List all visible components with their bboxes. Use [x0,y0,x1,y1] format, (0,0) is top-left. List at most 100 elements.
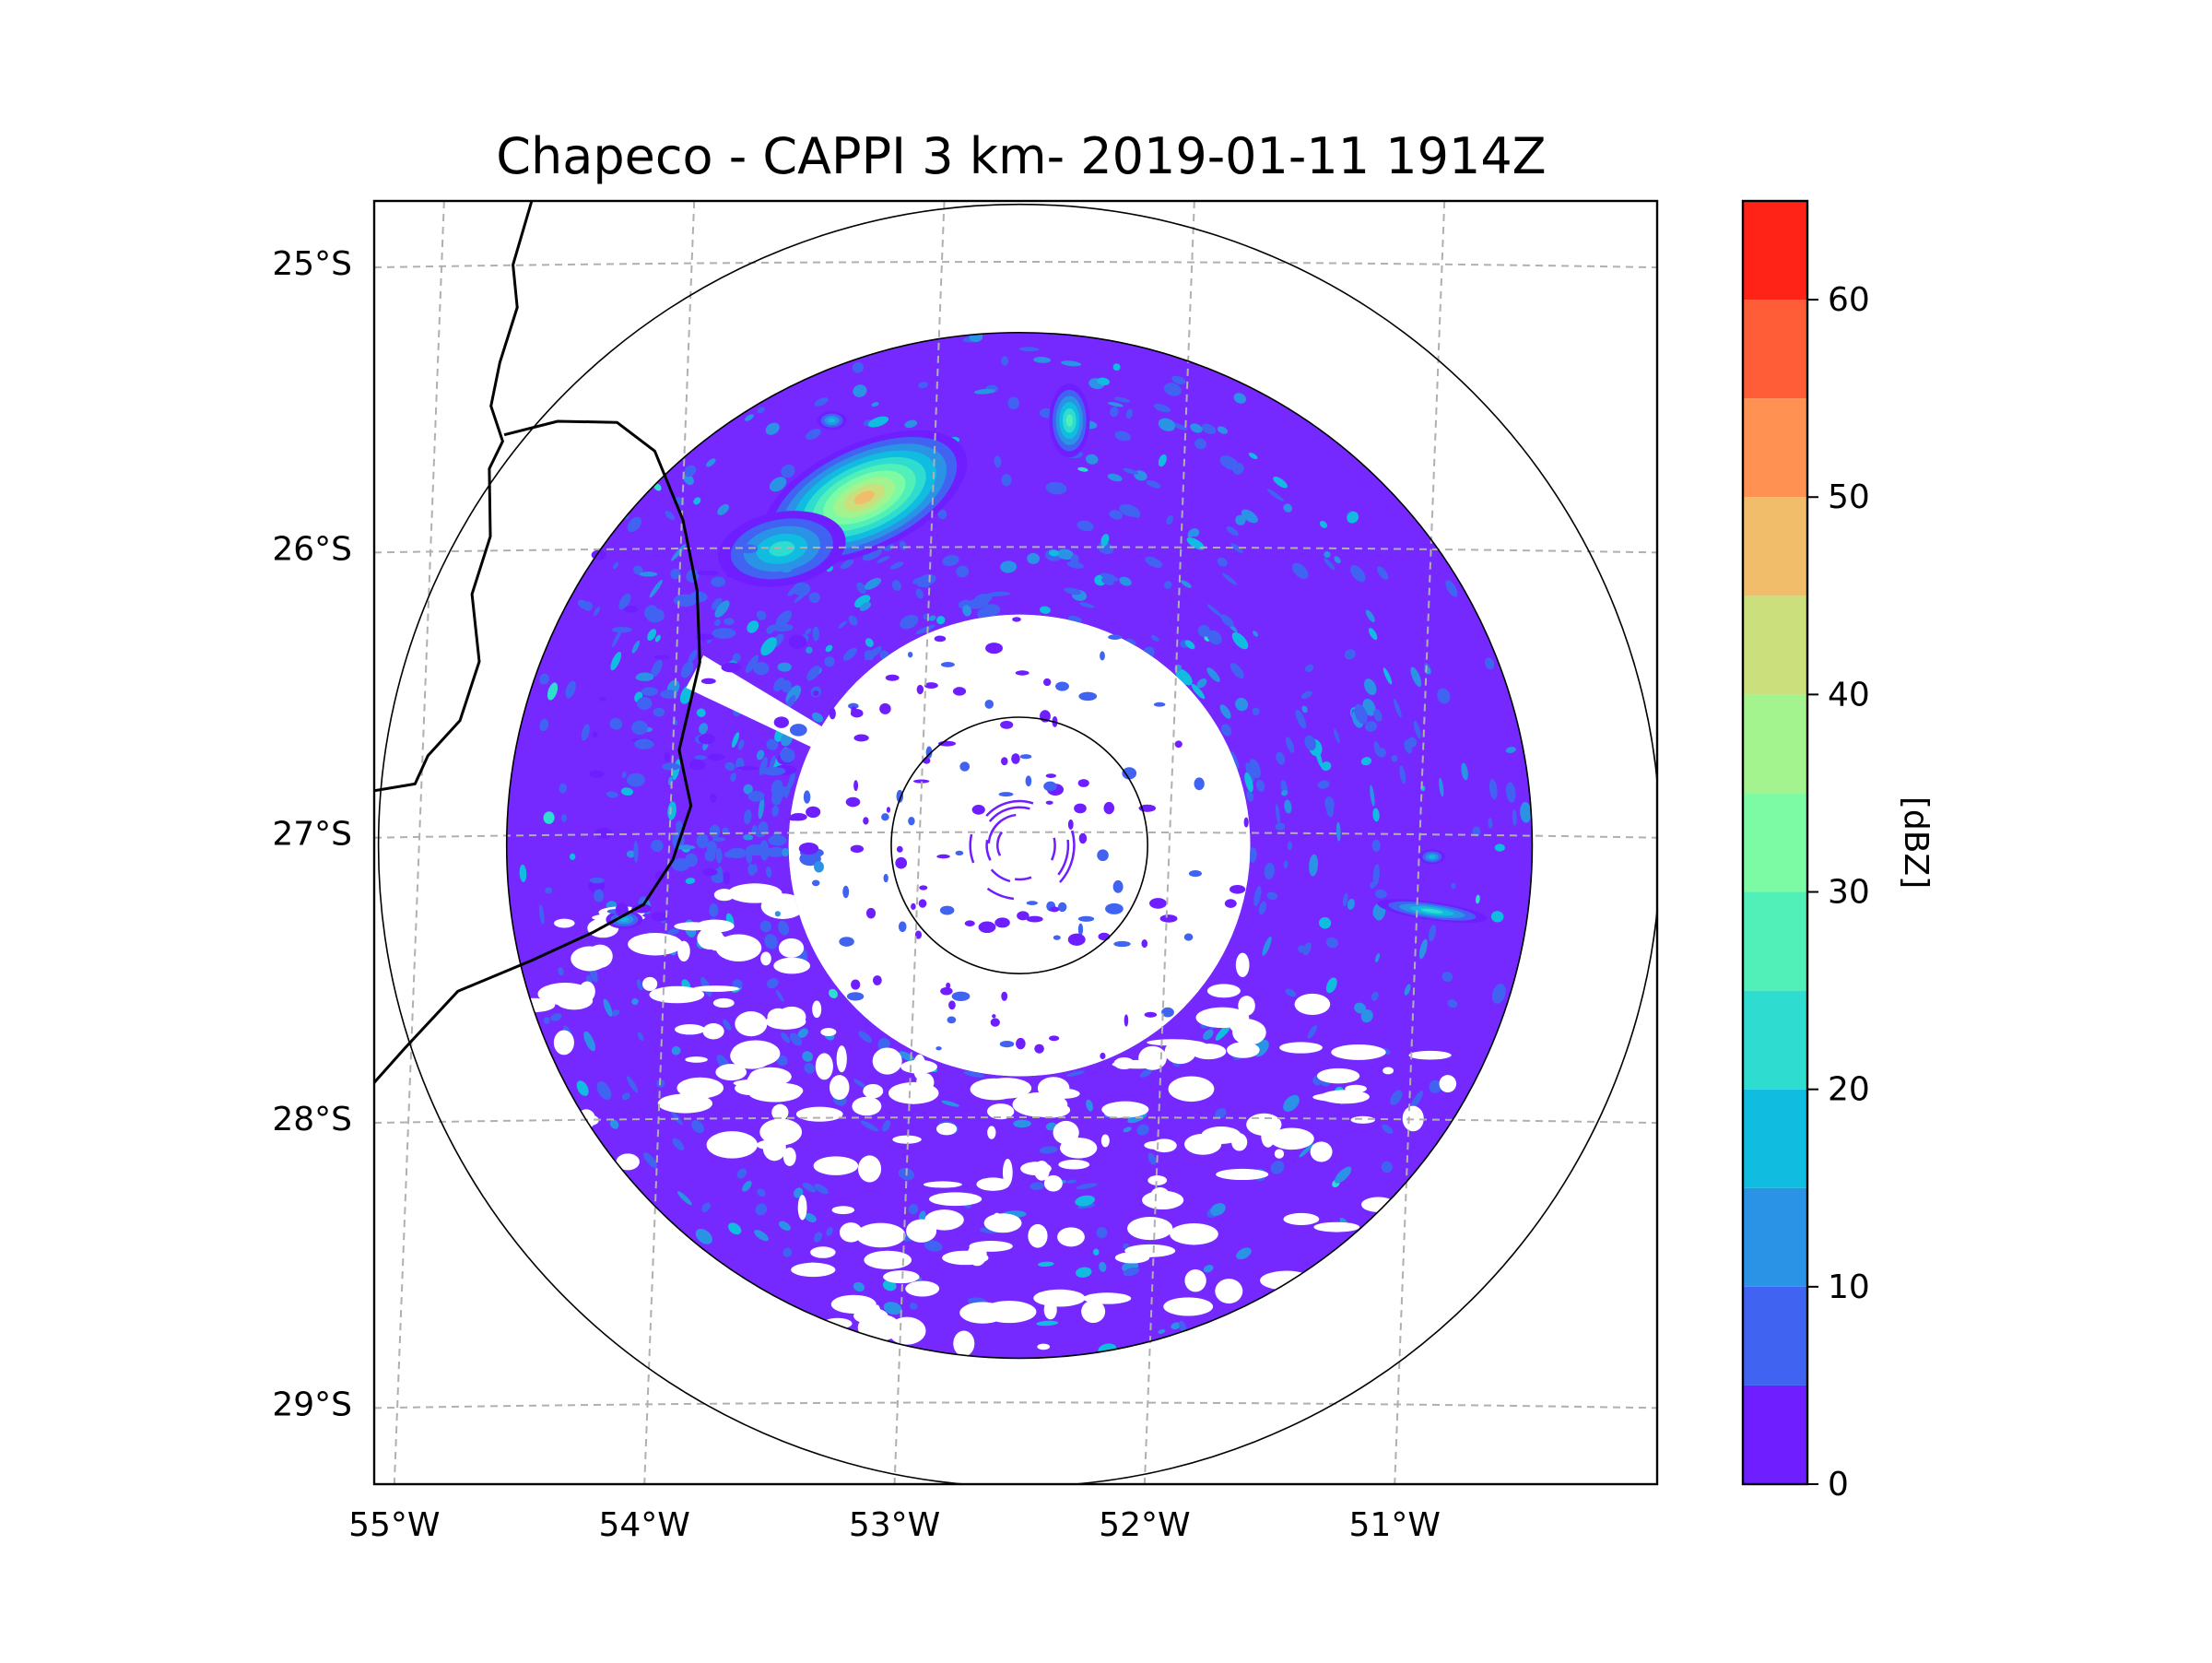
echo-speckle [565,680,576,699]
echo-gap [1231,1133,1248,1151]
echo-speckle [731,732,740,748]
echo-gap [1313,1221,1360,1233]
echo-speckle [643,1152,657,1168]
echo-gap [1345,1084,1367,1093]
echo-speckle [1001,474,1012,487]
echo-speckle [915,588,924,599]
echo-gap [657,1093,713,1114]
echo-speckle [1377,748,1386,758]
echo-speckle [1147,1152,1157,1165]
echo-speckle [794,1187,804,1198]
echo-speckle [765,422,780,435]
echo-speckle [673,594,698,607]
echo-speckle [1475,894,1480,904]
echo-speckle [813,690,819,697]
echo-speckle [610,1009,620,1017]
echo-gap [929,1192,982,1207]
echo-clutter [1074,803,1087,814]
echo-speckle [623,606,639,613]
echo-clutter [848,702,859,710]
echo-speckle [771,790,782,806]
echo-speckle [1203,1264,1214,1273]
echo-speckle [864,650,875,661]
echo-speckle [1370,881,1375,889]
echo-speckle [1382,667,1393,685]
echo-speckle [1276,804,1280,825]
echo-speckle [759,920,771,933]
echo-clutter [907,651,913,658]
echo-speckle [641,687,658,696]
echo-gap [692,985,740,992]
echo-speckle [1273,476,1288,489]
echo-gap [760,893,806,919]
echo-gap [1331,1044,1386,1060]
echo-speckle [732,979,743,990]
echo-speckle [662,762,680,771]
echo-gap [782,1147,796,1166]
echo-speckle [1491,984,1506,1004]
echo-speckle [746,843,769,856]
echo-speckle [806,666,820,681]
echo-clutter [1122,767,1137,780]
echo-clutter [853,734,869,742]
echo-speckle [1365,721,1378,732]
echo-speckle [802,1051,813,1062]
echo-speckle [1301,705,1308,714]
echo-gap [1138,1045,1167,1070]
echo-speckle [761,766,786,776]
echo-speckle [702,868,718,876]
echo-speckle [1230,543,1243,553]
echo-speckle [1342,892,1348,907]
echo-speckle [864,577,882,590]
echo-clutter [1077,779,1089,787]
echo-speckle [653,483,662,491]
echo-speckle [736,1168,747,1179]
echo-speckle [639,572,658,577]
echo-speckle [909,1303,918,1310]
echo-speckle [612,626,632,633]
echo-speckle [1304,664,1314,673]
echo-speckle [1092,1248,1100,1256]
echo-speckle [621,1092,630,1101]
echo-speckle [1061,360,1082,367]
echo-speckle [728,1222,742,1235]
echo-speckle [1317,780,1330,789]
echo-clutter [1077,915,1095,922]
echo-speckle [1266,489,1284,502]
echo-speckle [672,1138,685,1151]
colorbar-tick-label: 60 [1828,281,1870,319]
echo-speckle [594,889,604,902]
echo-clutter [881,813,889,821]
echo-speckle [738,544,759,554]
echo-speckle [710,794,717,803]
echo-speckle [1030,1182,1045,1190]
echo-speckle [667,801,677,820]
echo-gap [1083,1292,1132,1304]
echo-speckle [691,1120,704,1134]
echo-clutter [978,921,996,934]
echo-gap [1274,1149,1285,1159]
echo-speckle [1125,408,1134,419]
echo-speckle [1368,628,1378,641]
echo-clutter [846,992,865,1001]
echo-speckle [797,1028,808,1038]
echo-speckle [717,503,729,515]
echo-speckle [1164,581,1172,589]
echo-speckle [626,850,636,858]
echo-speckle [1447,999,1458,1008]
echo-speckle [1512,809,1517,826]
echo-speckle [1304,735,1316,751]
echo-clutter [990,1018,1000,1027]
echo-clutter [886,807,891,813]
colorbar: 0 10 20 30 40 50 60 [dBZ] [1741,199,1935,1504]
echo-speckle [802,1182,817,1193]
echo-speckle [1244,772,1253,793]
echo-speckle [596,1081,612,1101]
echo-gap [1103,1106,1133,1118]
border-santa-catarina [374,419,701,1084]
echo-clutter [1077,923,1084,936]
echo-clutter [951,991,971,1001]
echo-speckle [814,1184,829,1195]
echo-speckle [561,814,568,822]
echo-speckle [725,570,739,579]
